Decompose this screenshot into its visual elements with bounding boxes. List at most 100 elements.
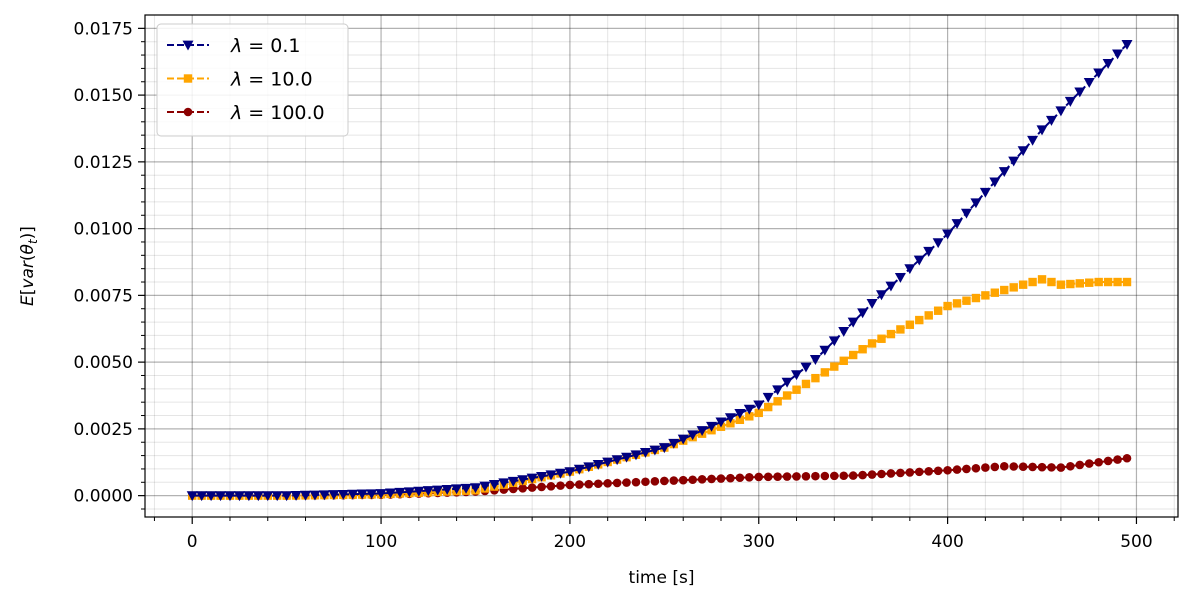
data-point — [527, 483, 537, 492]
data-point — [328, 490, 340, 501]
data-point — [989, 177, 1001, 188]
data-point — [913, 255, 925, 266]
y-tick-label: 0.0075 — [74, 286, 133, 306]
data-point — [792, 472, 801, 481]
data-point — [838, 327, 850, 337]
data-point — [743, 404, 755, 415]
data-point — [809, 355, 821, 365]
legend-box — [156, 23, 349, 137]
data-point — [1000, 285, 1009, 295]
data-point — [507, 476, 519, 487]
data-point — [1047, 463, 1056, 472]
data-point — [1066, 461, 1075, 471]
data-point — [584, 479, 594, 489]
data-point — [536, 472, 548, 482]
legend-entry: λ = 10.0 — [167, 69, 313, 91]
data-point — [894, 272, 906, 283]
data-point — [1009, 462, 1019, 471]
data-point — [800, 362, 812, 373]
y-label-theta: θ — [18, 243, 38, 254]
data-point — [612, 478, 622, 488]
legend-label: λ = 10.0 — [230, 69, 313, 91]
x-tick-label: 500 — [1120, 532, 1152, 552]
data-point — [252, 491, 264, 502]
data-point — [896, 468, 905, 478]
data-point — [1112, 49, 1124, 60]
legend-entry: λ = 0.1 — [167, 35, 300, 57]
data-point — [867, 339, 877, 348]
data-point — [318, 490, 330, 501]
data-point — [839, 356, 848, 365]
data-point — [970, 198, 982, 209]
data-point — [658, 443, 670, 454]
legend-marker — [183, 74, 193, 83]
data-point — [792, 385, 801, 394]
data-point — [546, 481, 556, 491]
data-point — [877, 334, 886, 343]
data-point — [979, 187, 991, 198]
data-point — [745, 473, 754, 482]
data-point — [592, 459, 604, 470]
axis-ticks — [138, 27, 1175, 524]
data-point — [1075, 279, 1084, 288]
data-point — [847, 317, 859, 328]
legend: λ = 0.1 λ = 10.0 λ = 100.0 — [156, 23, 349, 137]
data-point — [735, 473, 745, 483]
data-point — [830, 362, 839, 371]
data-point — [886, 469, 896, 478]
data-point — [1017, 146, 1029, 157]
data-point — [432, 485, 444, 496]
data-point — [564, 467, 576, 478]
data-point — [811, 471, 820, 481]
data-point — [905, 320, 915, 329]
data-point — [545, 470, 557, 481]
data-point — [801, 379, 811, 389]
data-point — [962, 464, 971, 474]
data-point — [951, 219, 963, 230]
data-point — [460, 483, 472, 494]
data-point — [688, 475, 697, 485]
data-point — [309, 490, 321, 501]
data-point — [347, 489, 359, 500]
data-point — [1094, 277, 1103, 287]
data-point — [962, 296, 971, 305]
data-point — [630, 450, 642, 461]
data-point — [233, 491, 245, 502]
data-point — [981, 463, 990, 472]
data-point — [243, 491, 255, 502]
data-point — [998, 167, 1010, 177]
data-point — [1028, 462, 1037, 472]
data-point — [772, 385, 784, 396]
data-point — [886, 329, 896, 339]
data-point — [726, 419, 735, 428]
data-point — [1018, 280, 1028, 289]
data-point — [1113, 455, 1122, 464]
legend-marker — [182, 40, 194, 51]
data-point — [1102, 58, 1114, 69]
data-point — [1122, 277, 1132, 287]
data-point — [773, 472, 782, 481]
data-point — [726, 473, 735, 483]
data-point — [1018, 462, 1028, 472]
data-point — [262, 491, 274, 502]
data-point — [631, 477, 641, 487]
data-point — [1094, 457, 1103, 467]
y-tick-label: 0.0175 — [74, 19, 133, 39]
plot-frame — [144, 14, 1179, 518]
y-label-paren-close: ) — [18, 233, 38, 240]
y-tick-label: 0.0150 — [74, 86, 133, 106]
series-0.1 — [186, 39, 1133, 502]
data-point — [1045, 115, 1057, 126]
y-tick-label: 0.0125 — [74, 153, 133, 173]
data-point — [971, 293, 981, 303]
data-point — [224, 491, 236, 502]
data-point — [763, 402, 773, 412]
data-point — [593, 479, 603, 489]
data-point — [1047, 277, 1056, 287]
data-point — [479, 481, 491, 492]
data-point — [782, 472, 792, 481]
data-point — [724, 413, 736, 424]
data-point — [1074, 87, 1086, 98]
data-point — [1056, 280, 1066, 289]
data-point — [848, 350, 858, 360]
